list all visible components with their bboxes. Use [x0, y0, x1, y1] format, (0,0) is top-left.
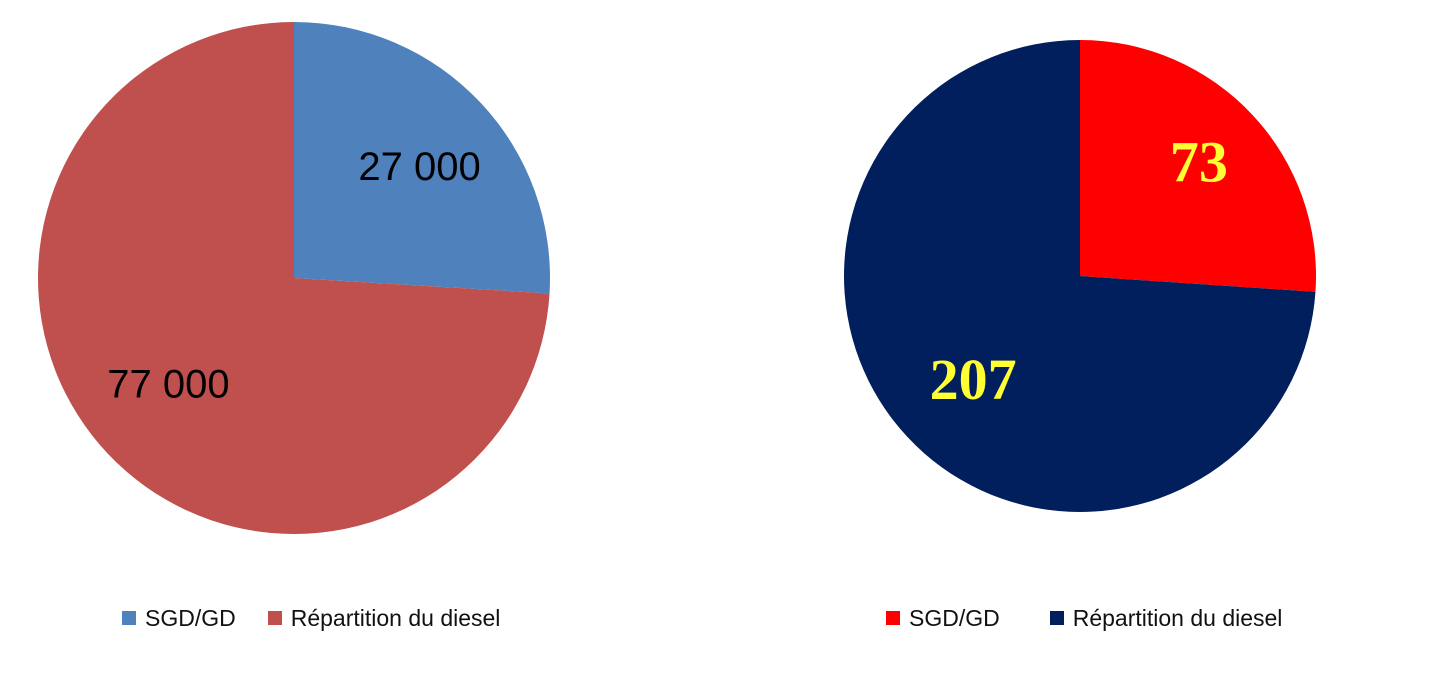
legend-item-diesel: Répartition du diesel: [1049, 604, 1283, 632]
legend-swatch-sgd-gd: [122, 611, 136, 625]
legend-left: SGD/GD Répartition du diesel: [122, 598, 532, 638]
pie-0-data-label-0: 27 000: [358, 145, 480, 189]
legend-right: SGD/GD Répartition du diesel: [886, 598, 1332, 638]
legend-label: SGD/GD: [909, 604, 1000, 631]
legend-item-sgd-gd: SGD/GD: [886, 605, 1000, 632]
pie-1-slice-0: [1080, 40, 1317, 292]
legend-swatch-diesel: [267, 611, 282, 625]
pie-0-slice-1: [38, 22, 550, 534]
legend-swatch-diesel: [1049, 611, 1064, 625]
pie-1-slice-1: [844, 40, 1316, 513]
legend-item-sgd-gd: SGD/GD: [122, 605, 236, 632]
legend-item-diesel: Répartition du diesel: [267, 604, 501, 632]
legend-label: Répartition du diesel: [290, 604, 501, 631]
pie-1-data-label-0: 73: [1170, 129, 1228, 194]
pie-1-data-label-1: 207: [930, 347, 1017, 412]
legend-swatch-sgd-gd: [886, 611, 900, 625]
pie-0-data-label-1: 77 000: [107, 362, 229, 406]
legend-label: Répartition du diesel: [1072, 604, 1283, 631]
legend-label: SGD/GD: [145, 604, 236, 631]
pie-0-slice-0: [294, 22, 550, 294]
